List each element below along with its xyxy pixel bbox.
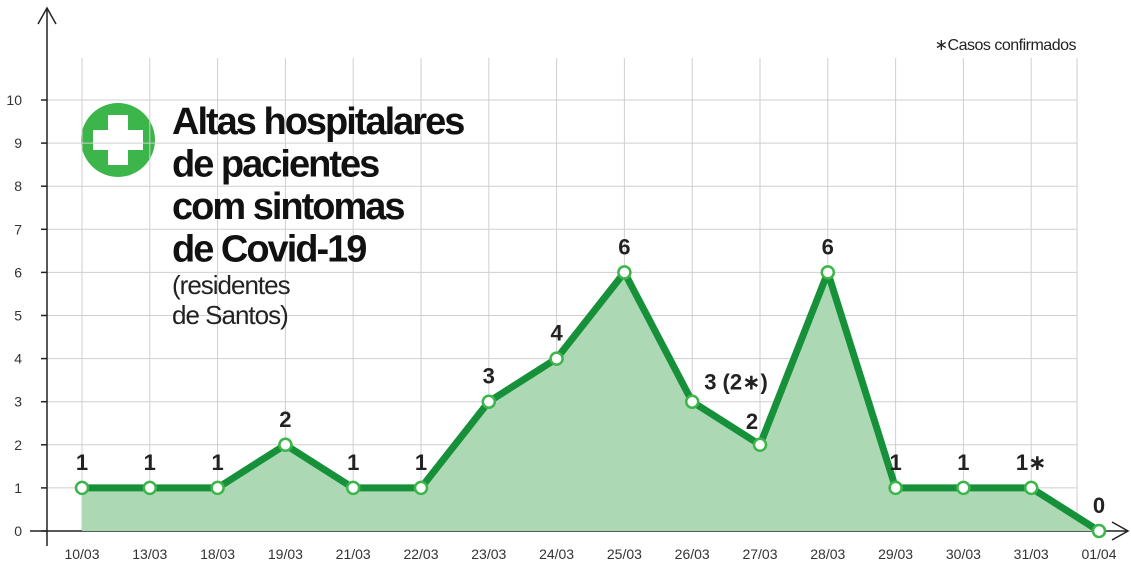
y-tick-label: 8: [14, 178, 22, 194]
value-label: 1: [347, 450, 359, 475]
value-label: 1: [211, 450, 223, 475]
y-tick-label: 4: [14, 351, 22, 367]
y-tick-label: 9: [14, 135, 22, 151]
value-label: 6: [618, 234, 630, 259]
point: [549, 351, 564, 366]
x-tick-label: 22/03: [403, 546, 438, 562]
value-label: 1: [144, 450, 156, 475]
point: [888, 480, 903, 496]
chart-subtitle: de Santos): [172, 300, 288, 330]
x-axis-arrow: [1111, 521, 1130, 541]
y-tick-label: 2: [14, 437, 22, 453]
point: [278, 437, 293, 453]
point: [345, 480, 361, 496]
x-tick-label: 18/03: [200, 546, 235, 562]
x-tick-label: 01/04: [1081, 546, 1116, 562]
point: [142, 480, 158, 496]
x-tick-label: 13/03: [132, 546, 167, 562]
value-label: 0: [1093, 493, 1105, 518]
x-tick-label: 31/03: [1014, 546, 1049, 562]
x-tick-label: 21/03: [336, 546, 371, 562]
x-tick-label: 29/03: [878, 546, 913, 562]
point: [210, 480, 225, 496]
point: [74, 480, 90, 496]
chart-title: Altas hospitalares: [172, 101, 464, 143]
chart-title: com sintomas: [172, 186, 404, 228]
value-label: 1: [415, 450, 427, 475]
x-tick-label: 10/03: [64, 546, 99, 562]
y-tick-label: 3: [14, 394, 22, 410]
chart-title: de pacientes: [172, 144, 379, 186]
x-tick-label: 30/03: [946, 546, 981, 562]
line: [82, 268, 1101, 534]
y-axis-arrow: [37, 6, 57, 25]
chart-title: de Covid-19: [172, 229, 366, 271]
y-tick-label: 6: [14, 264, 22, 280]
value-label: 1: [957, 450, 969, 475]
value-label: 1: [76, 450, 88, 475]
value-label: 3 (2∗): [704, 370, 768, 395]
point: [481, 394, 497, 409]
y-tick-label: 7: [14, 221, 22, 237]
x-tick-label: 23/03: [471, 546, 506, 562]
x-tick-label: 27/03: [742, 546, 777, 562]
x-tick-label: 25/03: [607, 546, 642, 562]
point: [1091, 523, 1107, 539]
value-label: 1: [889, 450, 901, 475]
point: [956, 480, 971, 496]
point: [752, 437, 768, 453]
point: [413, 480, 429, 496]
value-label: 2: [279, 407, 291, 432]
y-tick-label: 1: [14, 480, 22, 496]
y-tick-label: 5: [14, 308, 22, 324]
point: [684, 394, 700, 409]
value-label: 4: [550, 321, 563, 346]
value-label: 1∗: [1016, 450, 1047, 475]
value-label: 2: [746, 409, 758, 434]
y-tick-label: 0: [14, 523, 22, 539]
x-tick-label: 28/03: [810, 546, 845, 562]
point: [1023, 480, 1039, 496]
x-tick-label: 19/03: [268, 546, 303, 562]
note: ∗Casos confirmados: [935, 37, 1077, 54]
x-tick-label: 26/03: [675, 546, 710, 562]
x-tick-label: 24/03: [539, 546, 574, 562]
chart-subtitle: (residentes: [172, 270, 291, 300]
value-label: 6: [822, 234, 834, 259]
value-label: 3: [483, 364, 495, 389]
point: [820, 265, 836, 280]
point: [617, 265, 632, 280]
y-tick-label: 10: [6, 92, 22, 108]
cross-icon-plus: [93, 115, 143, 165]
